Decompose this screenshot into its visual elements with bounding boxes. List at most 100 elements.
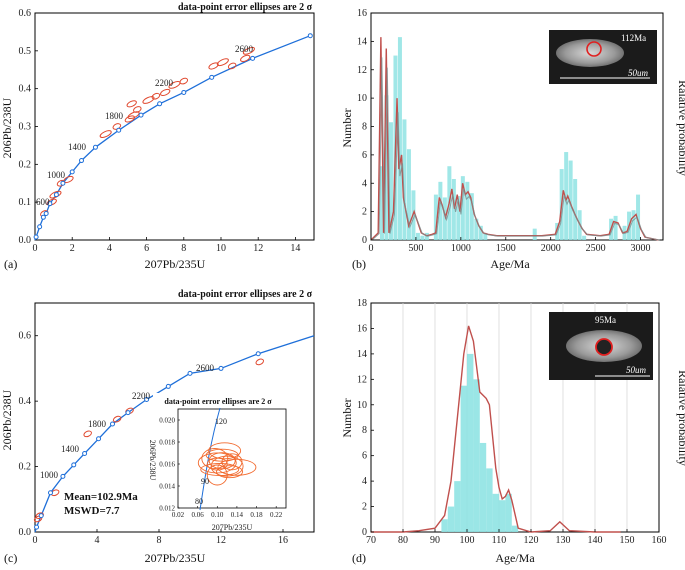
x-tick-label: 0 <box>33 535 38 546</box>
y-tick-label: 0.0 <box>19 235 32 246</box>
y-tick-label: 14 <box>357 349 367 360</box>
concordia-point <box>37 224 43 230</box>
x-tick-label: 0 <box>33 243 38 254</box>
inset-y-tick-label: 0.016 <box>159 461 175 469</box>
chart-a-age-label: 2200 <box>155 78 174 88</box>
chart-b-panel-label: (b) <box>352 257 366 271</box>
histogram-bar <box>486 468 493 532</box>
error-ellipse <box>227 62 237 70</box>
inset-age-label: 120 <box>215 417 227 426</box>
chart-c-xlabel: 207Pb/235U <box>145 551 206 565</box>
histogram-bar <box>424 232 429 240</box>
y-tick-label: 0 <box>362 527 367 538</box>
chart-c-frame <box>34 302 315 533</box>
y-tick-label: 0.2 <box>19 159 32 170</box>
histogram-bar <box>441 519 448 532</box>
histogram-bar <box>469 193 474 240</box>
histogram-bar <box>384 95 389 240</box>
error-ellipse <box>46 198 57 206</box>
concordia-point <box>187 370 193 376</box>
scale-label-d: 50um <box>626 365 647 375</box>
y-tick-label: 16 <box>357 323 367 334</box>
inset-frame <box>177 408 287 509</box>
histogram-bar <box>460 385 467 532</box>
y-tick-label: 8 <box>362 122 367 133</box>
histogram-bar <box>465 181 470 240</box>
y-tick-label: 12 <box>357 374 367 385</box>
x-tick-label: 500 <box>408 243 423 254</box>
y-tick-label: 2 <box>362 502 367 513</box>
x-tick-label: 12 <box>253 243 263 254</box>
histogram-bar <box>505 493 512 532</box>
y-tick-label: 10 <box>357 93 367 104</box>
error-ellipse <box>151 92 161 100</box>
x-tick-label: 16 <box>278 535 288 546</box>
concordia-point <box>255 351 261 357</box>
panel-a: data-point error ellipses are 2 σ 0 2 4 6 8 1… <box>0 2 315 271</box>
concordia-point <box>53 192 59 198</box>
chart-b-y2label: Ralative probability <box>676 80 685 176</box>
x-tick-label: 2500 <box>586 243 606 254</box>
histogram-bar <box>478 225 483 240</box>
chart-a-xlabel: 207Pb/235U <box>145 257 206 271</box>
chart-b-zircon-image: 112Ma 50um <box>549 30 657 84</box>
histogram-bar <box>564 152 569 240</box>
x-tick-label: 8 <box>157 535 162 546</box>
histogram-bar <box>442 197 447 240</box>
chart-a-frame <box>34 12 315 241</box>
error-ellipse <box>255 358 265 366</box>
histogram-bar <box>388 122 393 240</box>
concordia-point <box>40 214 46 220</box>
histogram-bar <box>511 525 519 532</box>
chart-b-xlabel: Age/Ma <box>490 257 530 271</box>
inset-y-tick-label: 0.012 <box>159 505 175 513</box>
x-tick-label: 70 <box>366 535 376 546</box>
x-tick-label: 0 <box>369 243 374 254</box>
mswd: MSWD=7.7 <box>64 505 120 517</box>
inset-ticks: 0.02 0.06 0.10 0.14 0.18 0.22 0.012 0.014 0.016 0… <box>159 417 283 520</box>
x-tick-label: 120 <box>524 535 539 546</box>
histogram-bar <box>573 178 578 240</box>
y-tick-label: 4 <box>362 476 367 487</box>
x-tick-label: 110 <box>492 535 507 546</box>
y-tick-label: 14 <box>357 36 367 47</box>
chart-c-concordia-points <box>34 351 261 530</box>
inset-error-ellipse <box>206 464 228 486</box>
chart-a-ylabel: 206Pb/238U <box>0 97 14 158</box>
y-tick-label: 0 <box>362 235 367 246</box>
concordia-point <box>157 101 163 107</box>
inset-x-tick-label: 0.18 <box>250 511 263 519</box>
chart-d-bars <box>441 353 519 532</box>
concordia-point <box>181 89 187 95</box>
inset-concordia <box>199 407 221 511</box>
error-ellipse <box>124 115 136 123</box>
chart-d-xlabel: Age/Ma <box>495 551 535 565</box>
histogram-bar <box>631 210 636 240</box>
error-ellipse <box>133 106 142 113</box>
chart-c-title: data-point error ellipses are 2 σ <box>178 289 313 300</box>
chart-c-age-label: 1000 <box>40 470 59 480</box>
concordia-point <box>165 383 171 389</box>
chart-c-ellipses <box>33 358 265 523</box>
inset-xlabel: 207Pb/235U <box>212 523 253 532</box>
inset-age-label: 90 <box>201 477 209 486</box>
chart-c-age-label: 2600 <box>196 363 215 373</box>
concordia-point <box>79 158 84 164</box>
concordia-point <box>138 112 144 118</box>
inset-x-tick-label: 0.06 <box>192 511 205 519</box>
inset-x-tick-label: 0.02 <box>172 511 185 519</box>
concordia-point <box>96 436 102 442</box>
inset-ylabel: 206Pb/238U <box>148 440 157 481</box>
zircon-crystal-b <box>556 39 624 67</box>
x-tick-label: 1500 <box>496 243 516 254</box>
x-tick-label: 12 <box>216 535 226 546</box>
x-tick-label: 80 <box>398 535 408 546</box>
y-tick-label: 0.6 <box>19 8 32 19</box>
histogram-bar <box>379 166 384 240</box>
mean-age: Mean=102.9Ma <box>64 491 138 503</box>
inset-error-ellipse <box>197 452 237 474</box>
panel-c: data-point error ellipses are 2 σ 0 4 8 12 1… <box>0 289 315 565</box>
chart-a-concordia <box>34 35 311 241</box>
x-tick-label: 4 <box>95 535 100 546</box>
inset-y-tick-label: 0.020 <box>159 417 175 425</box>
